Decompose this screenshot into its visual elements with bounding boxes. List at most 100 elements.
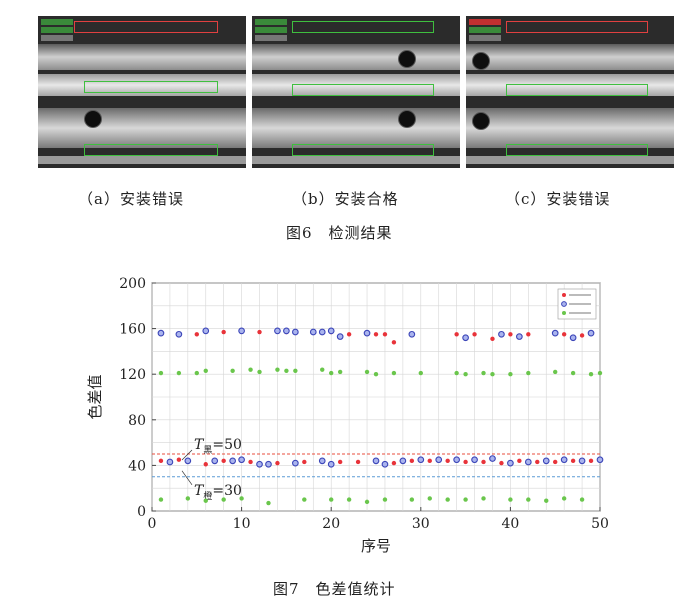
photo-a: [38, 16, 246, 168]
data-point-s2: [292, 328, 299, 336]
error-box: [506, 21, 648, 33]
data-point-s3: [346, 497, 352, 502]
data-point-s3: [302, 497, 307, 502]
data-point-s2: [417, 456, 425, 464]
data-point-s3: [454, 370, 459, 376]
data-point-s2: [578, 457, 586, 465]
data-point-s1: [346, 332, 352, 337]
data-point-s2: [229, 457, 236, 465]
data-point-s1: [337, 459, 343, 465]
data-point-s1: [588, 458, 594, 464]
x-tick-label: 10: [233, 516, 251, 532]
data-point-s2: [166, 458, 174, 466]
data-point-s3: [490, 372, 495, 377]
data-point-s3: [230, 368, 235, 373]
photo-c: [466, 16, 674, 168]
data-point-s1: [445, 458, 450, 464]
data-point-s3: [373, 372, 379, 377]
tag: [469, 27, 501, 33]
data-point-s1: [553, 459, 558, 465]
data-point-s1: [257, 329, 262, 335]
hole-marker: [398, 50, 416, 68]
data-point-s2: [372, 457, 380, 465]
data-point-s1: [203, 462, 208, 467]
caption-b: （b）安装合格: [292, 190, 399, 208]
caption-c: （c）安装错误: [505, 190, 611, 208]
threshold-leader: [181, 470, 193, 486]
threshold-label: T黑=50: [194, 437, 242, 456]
tag: [41, 19, 73, 25]
data-point-s1: [221, 329, 226, 335]
tag: [41, 35, 73, 41]
data-point-s1: [176, 457, 182, 462]
data-point-s3: [544, 498, 549, 503]
data-point-s1: [302, 459, 307, 465]
data-point-s2: [318, 328, 326, 336]
data-point-s2: [256, 460, 263, 468]
data-point-s3: [553, 369, 558, 375]
data-point-s3: [275, 367, 280, 372]
data-point-s1: [561, 332, 567, 337]
data-point-s2: [498, 330, 505, 338]
detect-box: [84, 144, 218, 156]
color-diff-chart: 0 10 20 30 40 50 0 40 80 120 160 200 序号 色差值 T黑=50 T橙=30: [70, 265, 630, 565]
data-point-s3: [266, 500, 271, 506]
data-point-s3: [221, 497, 226, 502]
data-point-s2: [363, 329, 371, 337]
data-point-s3: [588, 372, 594, 377]
data-point-s2: [507, 459, 514, 467]
data-point-s3: [409, 497, 415, 502]
data-point-s3: [248, 367, 253, 372]
detect-box: [292, 144, 434, 156]
x-axis-label: 序号: [361, 537, 391, 555]
legend-marker: [562, 293, 566, 297]
data-point-s3: [329, 497, 334, 502]
data-point-s3: [382, 497, 388, 502]
data-point-s2: [274, 327, 281, 335]
data-point-s1: [373, 332, 379, 337]
chart-svg: 0 10 20 30 40 50 0 40 80 120 160 200 序号 色差值 T黑=50 T橙=30: [86, 276, 609, 555]
tag: [469, 35, 501, 41]
data-point-s2: [462, 334, 469, 342]
y-tick-label: 0: [137, 504, 146, 520]
tag: [255, 19, 287, 25]
data-point-s3: [337, 369, 343, 375]
data-point-s3: [364, 369, 370, 375]
data-point-s3: [508, 372, 513, 377]
y-tick-label: 160: [119, 322, 146, 338]
data-point-s3: [320, 367, 325, 372]
error-box: [74, 21, 218, 33]
photo-b: [252, 16, 460, 168]
data-point-s2: [596, 456, 604, 464]
caption-a: （a）安装错误: [78, 190, 184, 208]
threshold-leader: [181, 449, 193, 461]
data-point-s1: [427, 458, 432, 464]
data-point-s3: [284, 368, 289, 373]
hole-marker: [84, 110, 102, 128]
data-point-s2: [471, 456, 478, 464]
x-tick-label: 20: [322, 516, 340, 532]
data-point-s3: [427, 496, 432, 501]
y-tick-label: 80: [128, 413, 146, 429]
tag: [255, 35, 287, 41]
data-point-s3: [194, 370, 199, 376]
data-point-s3: [185, 496, 191, 501]
data-point-s2: [516, 333, 523, 340]
data-point-s3: [463, 497, 468, 502]
data-point-s2: [175, 330, 183, 338]
data-point-s3: [257, 369, 262, 375]
data-point-s2: [292, 459, 299, 467]
data-point-s3: [391, 370, 397, 376]
data-point-s3: [526, 370, 531, 376]
legend-marker: [561, 301, 567, 307]
data-point-s3: [239, 496, 244, 501]
data-point-s3: [561, 496, 567, 501]
detect-box: [84, 81, 218, 93]
data-point-s1: [391, 460, 397, 466]
data-point-s2: [309, 328, 317, 336]
data-point-s2: [327, 460, 335, 468]
data-point-s2: [381, 460, 389, 468]
threshold-label: T橙=30: [194, 483, 242, 502]
data-point-s1: [526, 332, 531, 337]
data-point-s3: [364, 499, 370, 505]
